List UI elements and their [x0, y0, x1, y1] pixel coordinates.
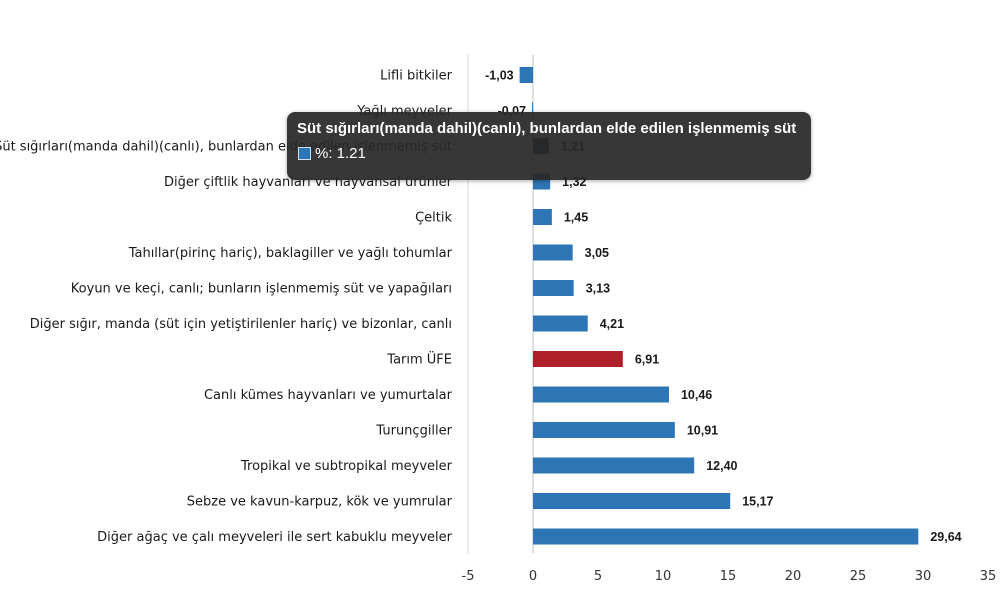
category-label-11: Tropikal ve subtropikal meyveler: [240, 459, 453, 474]
category-label-5: Tahıllar(pirinç hariç), baklagiller ve y…: [128, 246, 453, 261]
value-label-7: 4,21: [600, 317, 624, 331]
category-label-12: Sebze ve kavun-karpuz, kök ve yumrular: [187, 495, 453, 510]
value-label-4: 1,45: [564, 211, 588, 225]
bar-12: [533, 493, 731, 509]
category-label-9: Canlı kümes hayvanları ve yumurtalar: [204, 388, 453, 403]
bar-7: [533, 315, 588, 332]
value-label-11: 12,40: [706, 459, 737, 473]
category-label-8: Tarım ÜFE: [386, 351, 452, 368]
bar-0: [519, 67, 533, 83]
value-label-6: 3,13: [586, 282, 610, 296]
bar-6: [533, 280, 574, 296]
bar-8: [533, 351, 623, 367]
x-tick-label-3: 10: [655, 569, 672, 584]
category-label-10: Turunçgiller: [375, 424, 452, 439]
x-tick-label-0: -5: [462, 569, 475, 584]
x-tick-label-7: 30: [915, 569, 932, 584]
bar-5: [533, 244, 573, 261]
x-tick-label-8: 35: [980, 569, 997, 584]
bar-4: [533, 209, 552, 225]
x-tick-label-1: 0: [529, 569, 537, 584]
value-label-5: 3,05: [585, 246, 609, 260]
bar-11: [533, 457, 695, 474]
category-label-7: Diğer sığır, manda (süt için yetiştirile…: [30, 317, 452, 332]
category-label-13: Diğer ağaç ve çalı meyveleri ile sert ka…: [97, 530, 452, 545]
bar-9: [533, 386, 669, 403]
bar-10: [533, 422, 675, 438]
value-label-10: 10,91: [687, 424, 718, 438]
x-tick-label-2: 5: [594, 569, 602, 584]
x-tick-label-6: 25: [850, 569, 867, 584]
tooltip-title: Süt sığırları(manda dahil)(canlı), bunla…: [297, 120, 797, 137]
value-label-8: 6,91: [635, 353, 659, 367]
value-label-13: 29,64: [930, 530, 961, 544]
chart-tooltip: Süt sığırları(manda dahil)(canlı), bunla…: [287, 112, 811, 180]
bar-1: [532, 102, 534, 119]
value-label-0: -1,03: [485, 69, 514, 83]
value-label-12: 15,17: [742, 495, 773, 509]
x-tick-label-5: 20: [785, 569, 802, 584]
tooltip-value: %: 1.21: [315, 145, 366, 162]
category-label-4: Çeltik: [415, 211, 452, 226]
tooltip-series-swatch: [298, 147, 311, 160]
x-tick-label-4: 15: [720, 569, 737, 584]
category-label-6: Koyun ve keçi, canlı; bunların işlenmemi…: [71, 282, 452, 297]
value-label-9: 10,46: [681, 388, 712, 402]
tooltip-row: %: 1.21: [297, 145, 801, 162]
bar-13: [533, 528, 919, 545]
category-label-0: Lifli bitkiler: [380, 69, 452, 84]
